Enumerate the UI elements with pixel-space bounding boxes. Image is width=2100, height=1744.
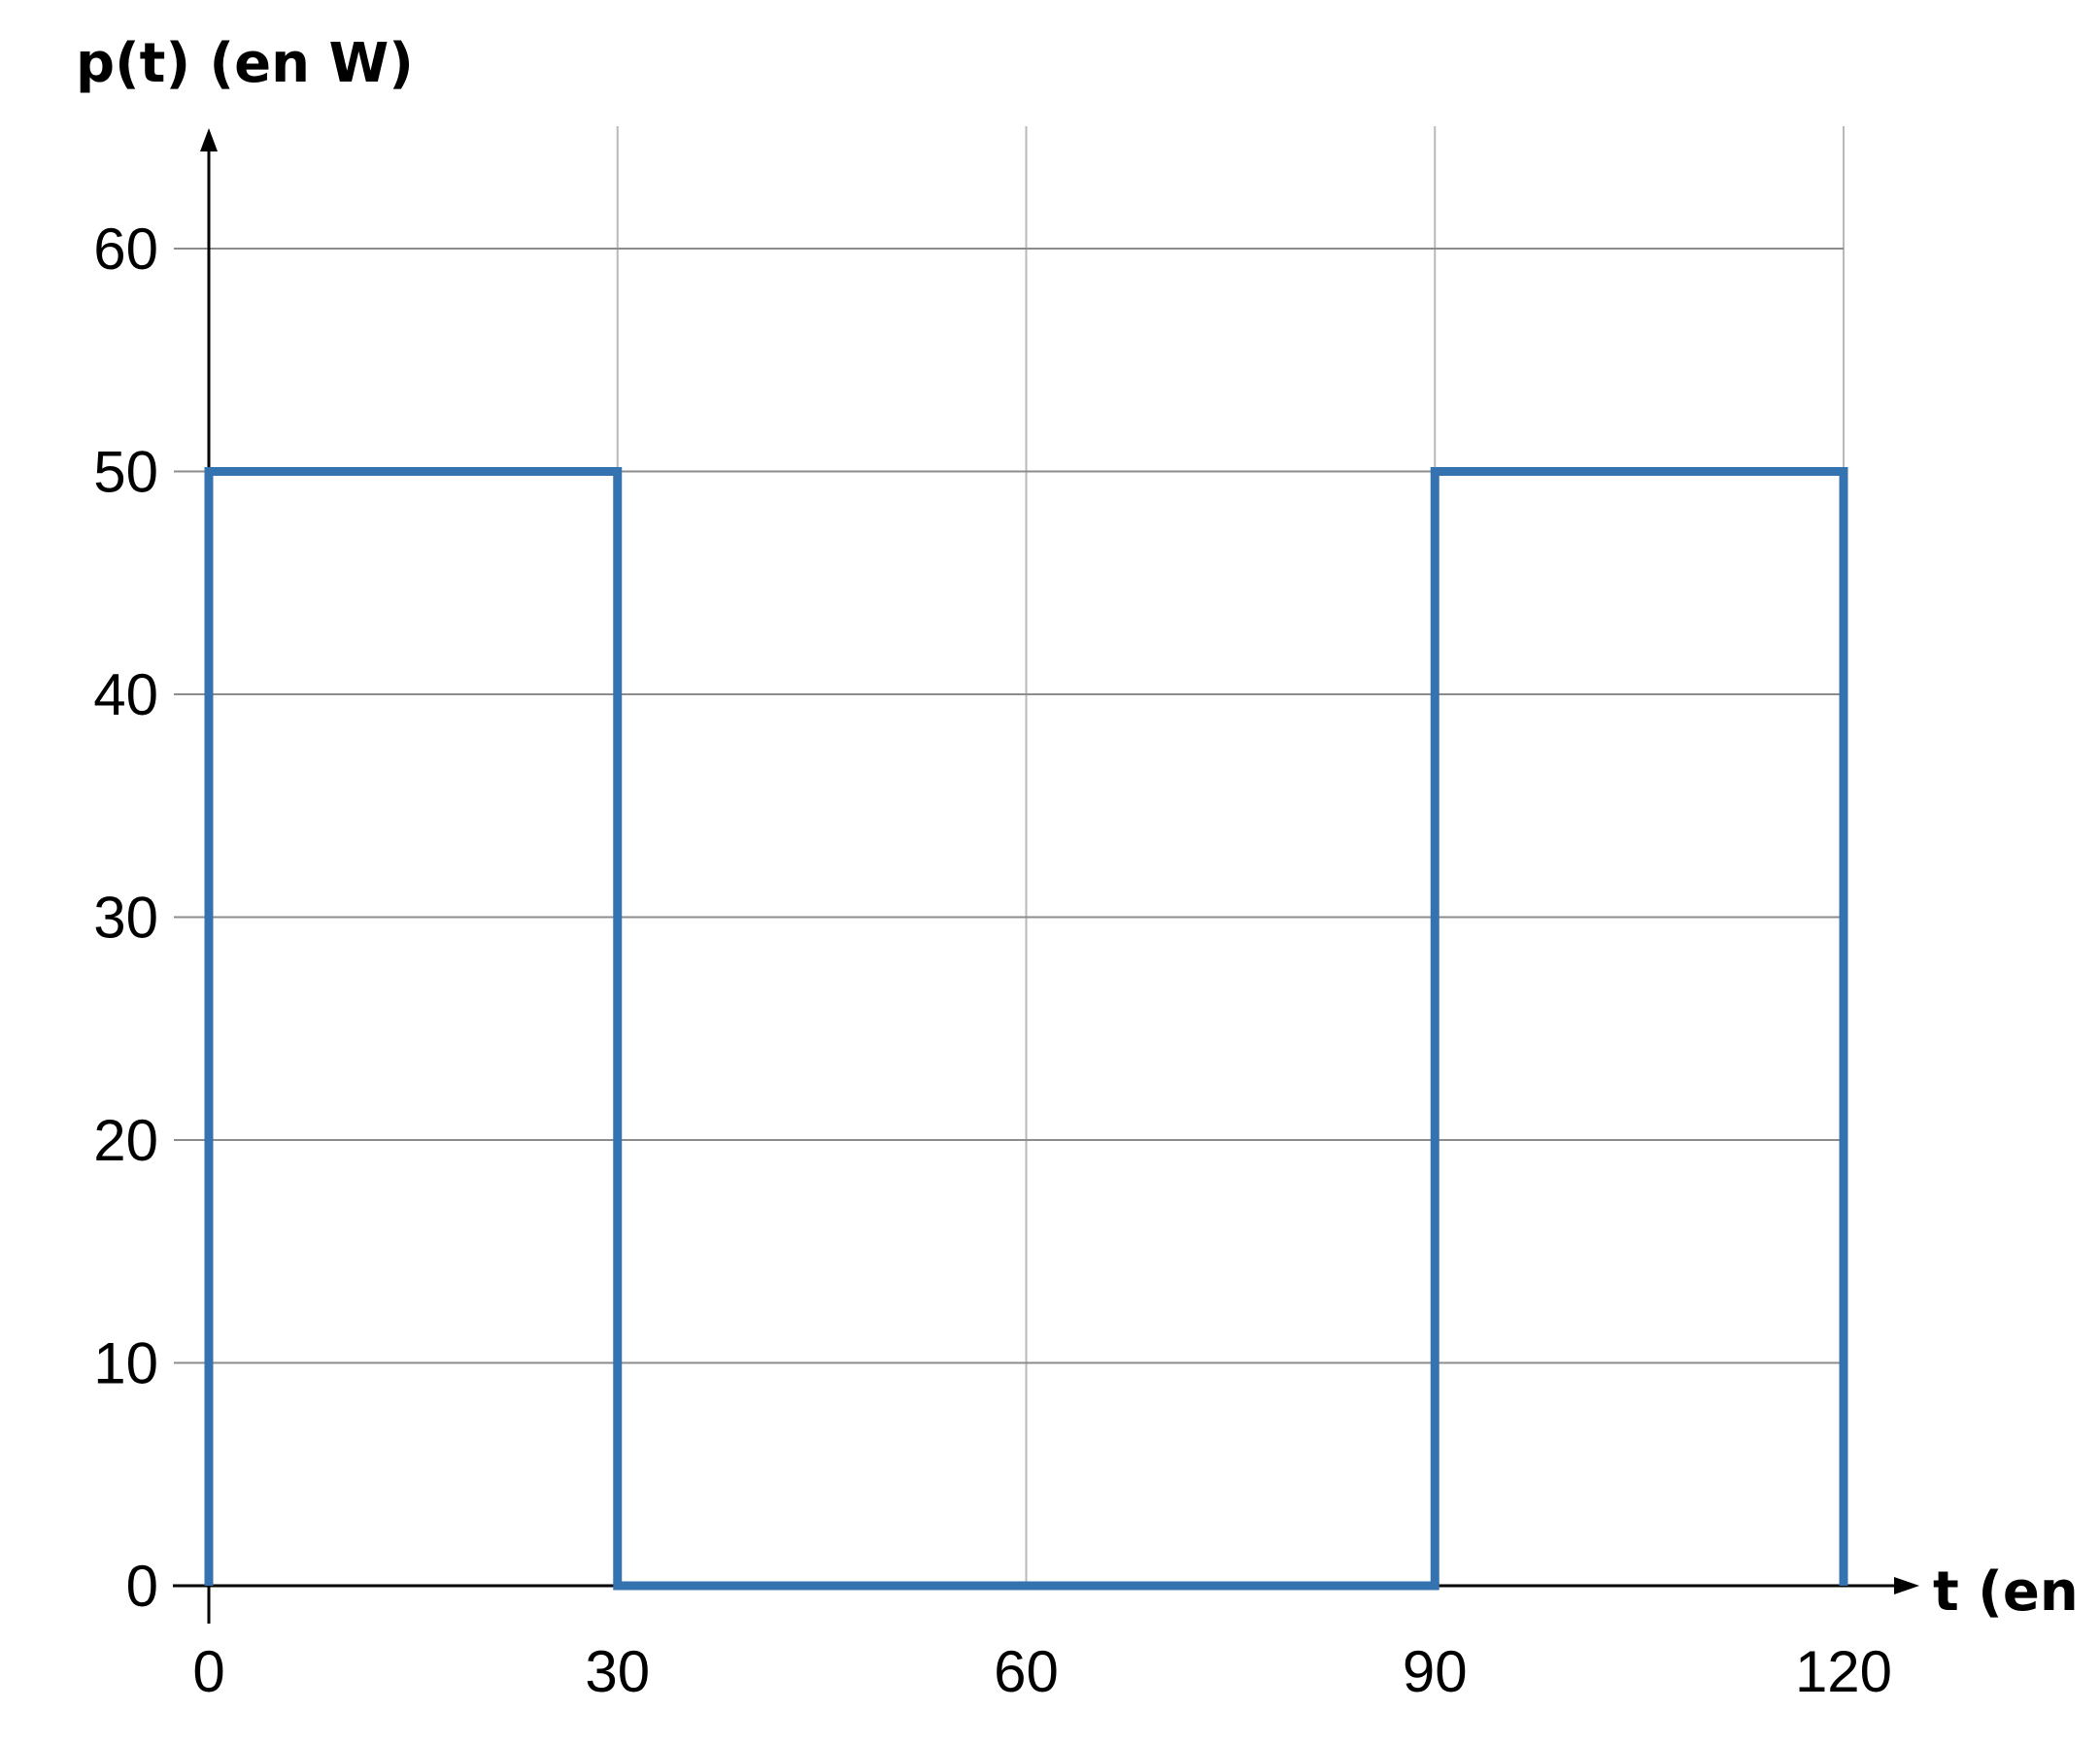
x-tick-label: 30: [585, 1639, 650, 1704]
y-tick-label: 40: [93, 662, 158, 727]
y-tick-label: 10: [93, 1331, 158, 1396]
y-axis-arrow-icon: [200, 128, 218, 151]
labels: p(t) (en W) t (en s) 0 30 60 90 120 0 10 20 30 40…: [76, 32, 2100, 1704]
x-axis-arrow-icon: [1894, 1577, 1919, 1594]
series-layer: [204, 467, 1848, 1591]
x-tick-label: 0: [192, 1639, 224, 1704]
y-tick-label: 0: [126, 1554, 158, 1619]
x-tick-label: 120: [1795, 1639, 1892, 1704]
y-tick-label: 20: [93, 1108, 158, 1173]
axes: [173, 128, 1919, 1624]
y-tick-label: 30: [93, 886, 158, 951]
x-tick-label: 60: [994, 1639, 1059, 1704]
y-tick-label: 50: [93, 440, 158, 505]
grid: [174, 126, 1845, 1586]
series-line-0: [204, 467, 1848, 1591]
y-axis-label: p(t) (en W): [76, 32, 414, 95]
y-tick-label: 60: [93, 217, 158, 282]
x-tick-label: 90: [1403, 1639, 1468, 1704]
x-axis-label: t (en s): [1933, 1560, 2100, 1624]
